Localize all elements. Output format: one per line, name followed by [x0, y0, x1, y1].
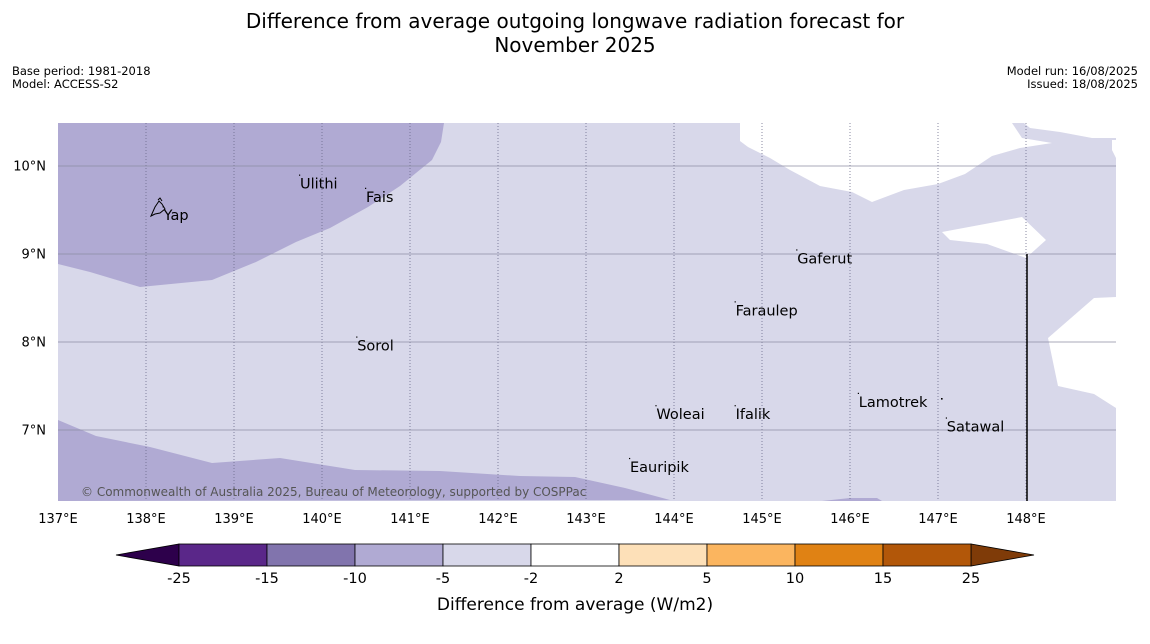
place-marker-satawal: [945, 417, 947, 419]
lon-tick-label-147: 147°E: [918, 512, 958, 527]
field-minus10-to-minus5-south: [58, 420, 670, 501]
place-label-lamotrek: Lamotrek: [859, 395, 928, 411]
lon-tick-label-142: 142°E: [478, 512, 518, 527]
colorbar-tick-label-2: -10: [343, 571, 367, 587]
model-text: Model: ACCESS-S2: [12, 77, 119, 91]
small-island-dot: [941, 398, 943, 400]
field-minus2-to-2-east-strip: [1112, 140, 1116, 158]
place-marker-yap: [162, 206, 164, 208]
place-labels: Yap Ulithi Fais Gaferut Faraulep Sorol Lamotre…: [162, 174, 1004, 476]
lon-tick-label-141: 141°E: [390, 512, 430, 527]
colorbar-tick-label-4: -2: [524, 571, 538, 587]
colorbar-segment-5: [618, 543, 708, 567]
place-marker-woleai: [655, 405, 657, 407]
colorbar-tick-label-9: 25: [962, 571, 980, 587]
copyright-text: © Commonwealth of Australia 2025, Bureau…: [81, 485, 586, 499]
title-line-2: November 2025: [494, 33, 656, 57]
map-fields: [58, 123, 1116, 501]
field-minus10-to-minus5-north: [58, 123, 444, 287]
base-period-text: Base period: 1981-2018: [12, 64, 151, 78]
colorbar-segment-8: [882, 543, 972, 567]
lon-tick-label-137: 137°E: [38, 512, 78, 527]
field-minus2-to-2-northeast: [740, 123, 1052, 202]
lat-tick-label-9: 9°N: [22, 248, 47, 263]
place-label-sorol: Sorol: [357, 338, 394, 354]
field-minus2-to-2-east-top: [1024, 123, 1116, 138]
lon-tick-label-139: 139°E: [214, 512, 254, 527]
field-minus10-to-minus5-south-small: [822, 498, 882, 501]
place-label-woleai: Woleai: [656, 407, 704, 423]
colorbar-segment-6: [706, 543, 796, 567]
lon-tick-label-146: 146°E: [830, 512, 870, 527]
place-label-ifalik: Ifalik: [736, 407, 771, 423]
place-label-yap: Yap: [163, 208, 189, 224]
lon-tick-label-148: 148°E: [1006, 512, 1046, 527]
place-label-faraulep: Faraulep: [736, 303, 798, 319]
colorbar-title: Difference from average (W/m2): [437, 595, 713, 615]
place-label-gaferut: Gaferut: [797, 251, 852, 267]
colorbar-tick-label-0: -25: [167, 571, 191, 587]
colorbar-segment-2: [354, 543, 444, 567]
place-label-fais: Fais: [366, 190, 393, 206]
place-marker-lamotrek: [857, 392, 859, 394]
colorbar-segment-1: [266, 543, 356, 567]
place-marker-ifalik: [734, 405, 736, 407]
colorbar-tick-label-7: 10: [786, 571, 804, 587]
place-label-eauripik: Eauripik: [630, 460, 689, 476]
place-label-ulithi: Ulithi: [300, 177, 338, 193]
model-run-text: Model run: 16/08/2025: [1006, 64, 1138, 78]
colorbar: -25 -15 -10 -5 -2 2 5 10 15 25: [115, 543, 1035, 587]
lon-tick-label-143: 143°E: [566, 512, 606, 527]
lon-tick-label-145: 145°E: [742, 512, 782, 527]
colorbar-tick-label-6: 5: [702, 571, 711, 587]
colorbar-segment-0: [178, 543, 268, 567]
place-marker-sorol: [356, 336, 358, 338]
place-marker-eauripik: [629, 457, 631, 460]
colorbar-segment-4: [530, 543, 620, 567]
colorbar-under-arrow: [115, 543, 180, 567]
issued-text: Issued: 18/08/2025: [1027, 77, 1138, 91]
gridlines: [58, 123, 1116, 501]
colorbar-tick-label-1: -15: [255, 571, 279, 587]
axis-labels: 137°E 138°E 139°E 140°E 141°E 142°E 143°E 144°E…: [13, 160, 1046, 528]
lon-tick-label-138: 138°E: [126, 512, 166, 527]
place-marker-faraulep: [734, 301, 736, 303]
place-marker-gaferut: [796, 249, 798, 251]
title-line-1: Difference from average outgoing longwav…: [245, 9, 905, 33]
field-minus2-to-2-east-mid: [942, 217, 1046, 258]
colorbar-tick-label-3: -5: [436, 571, 450, 587]
meta-right: Model run: 16/08/2025 Issued: 18/08/2025: [1007, 65, 1138, 91]
lat-tick-label-7: 7°N: [22, 424, 47, 439]
lon-tick-label-140: 140°E: [302, 512, 342, 527]
place-marker-ulithi: [299, 174, 301, 176]
colorbar-segment-7: [794, 543, 884, 567]
field-minus2-to-2-east-lower: [1048, 297, 1116, 408]
lat-tick-label-10: 10°N: [13, 160, 46, 175]
place-label-satawal: Satawal: [947, 419, 1004, 435]
colorbar-tick-label-5: 2: [614, 571, 623, 587]
lat-tick-label-8: 8°N: [22, 336, 47, 351]
colorbar-tick-label-8: 15: [874, 571, 892, 587]
lon-tick-label-144: 144°E: [654, 512, 694, 527]
page-title: Difference from average outgoing longwav…: [0, 9, 1150, 57]
colorbar-segment-3: [442, 543, 532, 567]
meta-left: Base period: 1981-2018 Model: ACCESS-S2: [12, 65, 151, 91]
place-marker-fais: [365, 187, 367, 189]
colorbar-over-arrow: [970, 543, 1035, 567]
